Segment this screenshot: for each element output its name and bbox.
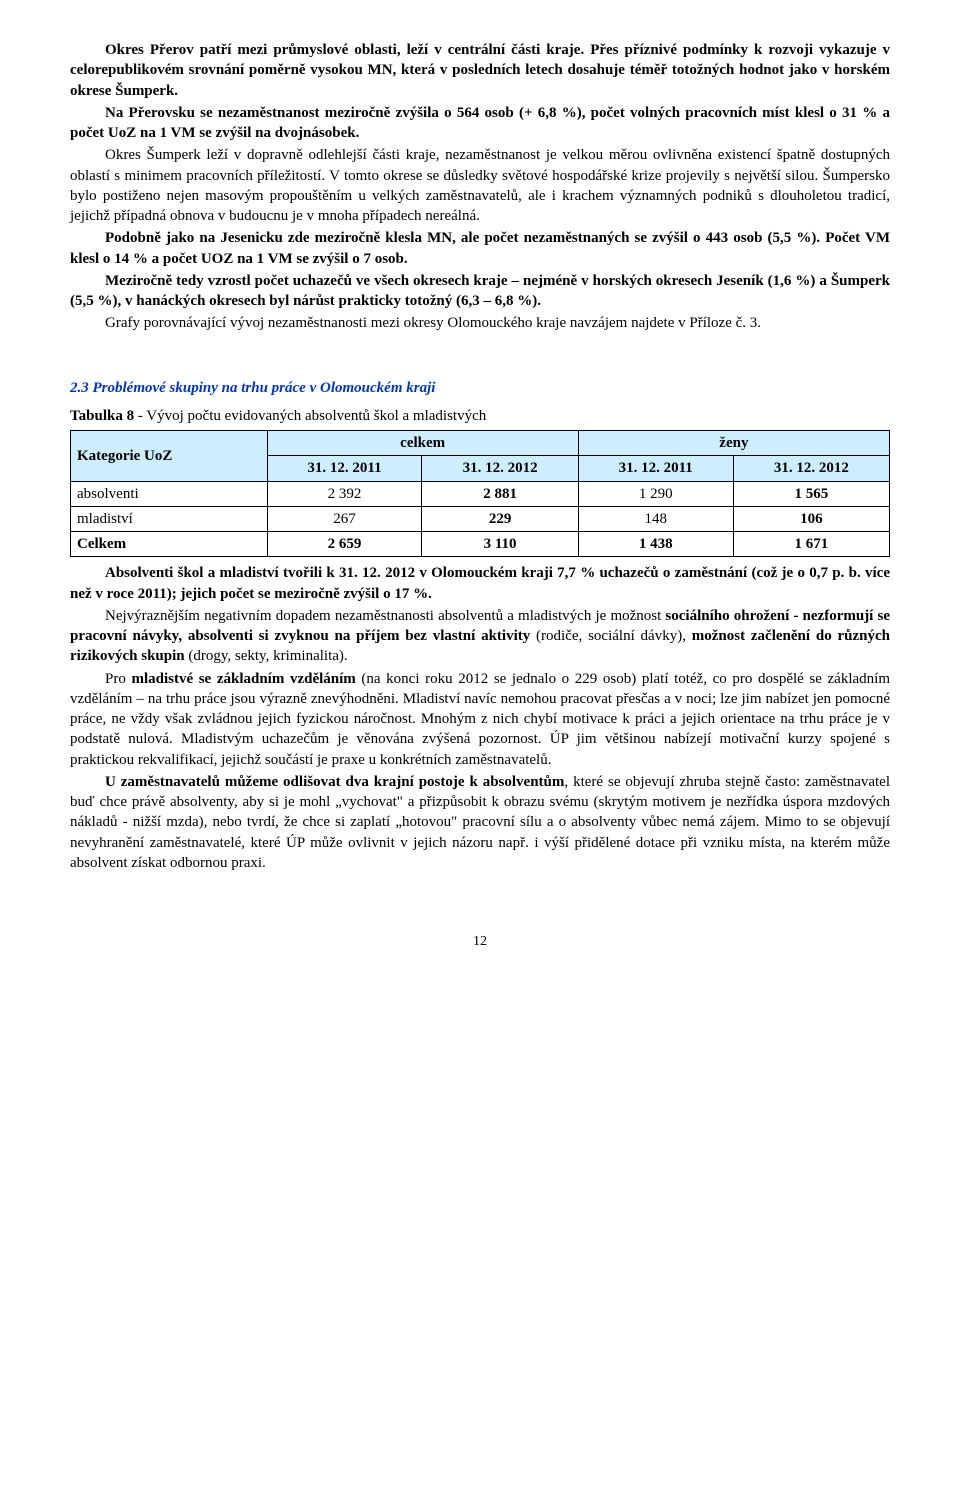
cell-value: 1 565 [733, 481, 889, 506]
paragraph-9: Pro mladistvé se základním vzděláním (na… [70, 669, 890, 770]
cell-value: 2 392 [267, 481, 422, 506]
row-label: mladiství [71, 506, 268, 531]
caption-rest: - Vývoj počtu evidovaných absolventů ško… [134, 408, 486, 424]
paragraph-7: Absolventi škol a mladiství tvořili k 31… [70, 563, 890, 604]
th-date-3: 31. 12. 2011 [578, 456, 733, 481]
cell-value: 1 671 [733, 532, 889, 557]
cell-value: 2 659 [267, 532, 422, 557]
row-label: Celkem [71, 532, 268, 557]
data-table: Kategorie UoZ celkem ženy 31. 12. 2011 3… [70, 430, 890, 557]
text-bold: Meziročně tedy vzrostl počet uchazečů ve… [70, 273, 890, 309]
text-bold: Okres Přerov patří mezi průmyslové oblas… [70, 42, 890, 99]
paragraph-10: U zaměstnavatelů můžeme odlišovat dva kr… [70, 772, 890, 873]
paragraph-2: Na Přerovsku se nezaměstnanost meziročně… [70, 103, 890, 144]
paragraph-6: Grafy porovnávající vývoj nezaměstnanost… [70, 313, 890, 333]
row-label: absolventi [71, 481, 268, 506]
paragraph-8: Nejvýraznějším negativním dopadem nezamě… [70, 606, 890, 667]
table-row: mladiství267229148106 [71, 506, 890, 531]
section-heading: 2.3 Problémové skupiny na trhu práce v O… [70, 378, 890, 398]
page-number: 12 [70, 933, 890, 952]
paragraph-5: Meziročně tedy vzrostl počet uchazečů ve… [70, 271, 890, 312]
caption-prefix: Tabulka 8 [70, 408, 134, 424]
table-body: absolventi2 3922 8811 2901 565mladiství2… [71, 481, 890, 557]
text: (drogy, sekty, kriminalita). [185, 648, 348, 664]
th-kategorie: Kategorie UoZ [71, 431, 268, 482]
text-bold: Absolventi škol a mladiství tvořili k 31… [70, 565, 890, 601]
table-row: absolventi2 3922 8811 2901 565 [71, 481, 890, 506]
cell-value: 148 [578, 506, 733, 531]
cell-value: 229 [422, 506, 578, 531]
th-date-1: 31. 12. 2011 [267, 456, 422, 481]
table-row: Celkem2 6593 1101 4381 671 [71, 532, 890, 557]
th-date-4: 31. 12. 2012 [733, 456, 889, 481]
th-zeny: ženy [578, 431, 889, 456]
th-date-2: 31. 12. 2012 [422, 456, 578, 481]
table-caption: Tabulka 8 - Vývoj počtu evidovaných abso… [70, 406, 890, 426]
text: (rodiče, sociální dávky), [530, 628, 692, 644]
cell-value: 106 [733, 506, 889, 531]
text-bold: U zaměstnavatelů můžeme odlišovat dva kr… [105, 774, 564, 790]
th-celkem: celkem [267, 431, 578, 456]
text: Pro [105, 671, 131, 687]
text: Nejvýraznějším negativním dopadem nezamě… [105, 608, 665, 624]
paragraph-4: Podobně jako na Jesenicku zde meziročně … [70, 228, 890, 269]
paragraph-3: Okres Šumperk leží v dopravně odlehlejší… [70, 145, 890, 226]
cell-value: 2 881 [422, 481, 578, 506]
text-bold: mladistvé se základním vzděláním [131, 671, 355, 687]
paragraph-1: Okres Přerov patří mezi průmyslové oblas… [70, 40, 890, 101]
cell-value: 267 [267, 506, 422, 531]
text-bold: Podobně jako na Jesenicku zde meziročně … [70, 230, 890, 266]
cell-value: 3 110 [422, 532, 578, 557]
text-bold: Na Přerovsku se nezaměstnanost meziročně… [70, 105, 890, 141]
cell-value: 1 438 [578, 532, 733, 557]
cell-value: 1 290 [578, 481, 733, 506]
